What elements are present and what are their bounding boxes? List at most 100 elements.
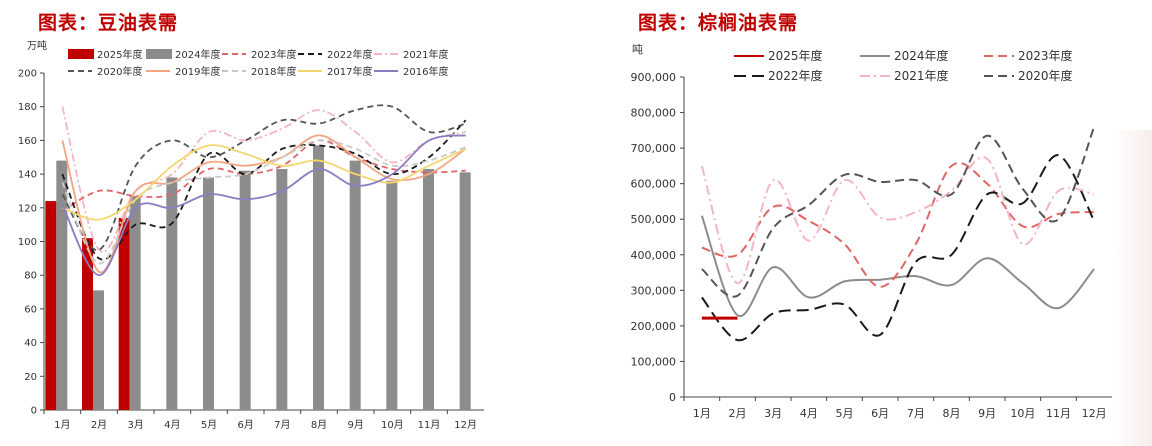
legend-label: 2020年度 [1018, 68, 1073, 83]
x-tick-label: 2月 [91, 419, 107, 431]
series-line-2023年度 [701, 162, 1095, 288]
x-tick-label: 1月 [54, 419, 70, 431]
legend-label: 2025年度 [97, 48, 142, 61]
legend-label: 2017年度 [327, 65, 372, 78]
bar-2024年度 [239, 170, 251, 410]
x-tick-label: 2月 [729, 407, 747, 420]
x-tick-label: 3月 [764, 407, 782, 420]
legend-label: 2023年度 [1018, 48, 1073, 63]
x-tick-label: 1月 [693, 407, 711, 420]
x-tick-label: 3月 [127, 419, 143, 431]
series-line-2021年度 [700, 156, 1095, 285]
bar-2024年度 [386, 180, 398, 410]
x-tick-label: 5月 [201, 419, 217, 431]
bar-2024年度 [166, 177, 178, 410]
soybean-oil-chart: 万吨 0 20 40 60 80 100 120 140 160 180 200 1月 2月 3月 4月 5月 6… [18, 39, 484, 431]
legend-label: 2018年度 [251, 65, 296, 78]
x-tick-label: 4月 [800, 407, 818, 420]
bar-2024年度 [276, 169, 288, 410]
series-line-2024年度 [700, 215, 1095, 318]
x-tick-label: 6月 [871, 407, 889, 420]
legend-swatch [68, 49, 94, 59]
y-tick-label: 20 [24, 372, 37, 383]
x-tick-label: 7月 [907, 407, 925, 420]
y-tick-label: 100,000 [631, 355, 677, 368]
y-tick-label: 140 [18, 170, 37, 181]
legend-label: 2021年度 [894, 68, 949, 83]
y-tick-label: 800,000 [631, 107, 677, 120]
series-line-2021年度 [61, 106, 466, 253]
x-tick-label: 12月 [1082, 407, 1107, 420]
series-line-2019年度 [61, 134, 467, 274]
legend-label: 2025年度 [768, 48, 823, 63]
x-tick-label: 9月 [347, 419, 363, 431]
x-tick-label: 8月 [311, 419, 327, 431]
bar-2024年度 [93, 290, 104, 410]
y-tick-label: 60 [24, 304, 37, 315]
bar-2024年度 [313, 145, 324, 410]
series-line-2016年度 [61, 134, 466, 277]
x-tick-label: 7月 [274, 419, 290, 431]
series-line-2022年度 [61, 119, 467, 261]
series-line-2023年度 [61, 139, 466, 212]
y-tick-label: 160 [18, 136, 37, 147]
palm-oil-chart-panel: 图表：棕榈油表需 吨 0 100,000 200,000 300,000 400,000 5… [576, 0, 1152, 446]
x-tick-label: 11月 [1046, 407, 1071, 420]
legend-label: 2022年度 [768, 68, 823, 83]
legend-label: 2020年度 [97, 65, 142, 78]
series-line-2020年度 [61, 104, 466, 251]
palm-oil-chart: 吨 0 100,000 200,000 300,000 400,000 500,000 600… [631, 43, 1112, 420]
soybean-oil-chart-panel: 图表：豆油表需 万吨 0 20 40 60 80 100 120 140 160 180 200 1月 2… [18, 12, 484, 431]
y-tick-label: 500,000 [631, 213, 677, 226]
series-line-2017年度 [62, 144, 467, 221]
background-decoration [1112, 130, 1152, 446]
bar-2025年度 [118, 217, 130, 410]
x-tick-label: 12月 [454, 419, 477, 431]
bar-2024年度 [56, 160, 68, 410]
legend-label: 2019年度 [175, 65, 220, 78]
series-line-2018年度 [61, 139, 467, 265]
x-tick-label: 6月 [237, 419, 253, 431]
y-tick-label: 300,000 [631, 284, 677, 297]
y-tick-label: 120 [18, 203, 37, 214]
bar-2024年度 [349, 160, 361, 410]
legend-label: 2016年度 [403, 65, 448, 78]
bar-2025年度 [45, 201, 57, 410]
y-tick-label: 0 [31, 406, 37, 417]
legend-label: 2022年度 [327, 48, 372, 61]
x-tick-label: 11月 [418, 419, 441, 431]
y-tick-label: 600,000 [631, 178, 677, 191]
chart-title: 图表：棕榈油表需 [638, 12, 799, 34]
bar-2024年度 [129, 196, 141, 410]
y-tick-label: 200,000 [631, 320, 677, 333]
chart-title: 图表：豆油表需 [38, 12, 179, 34]
legend-label: 2024年度 [175, 48, 220, 61]
legend-swatch [146, 49, 172, 59]
y-tick-label: 200 [18, 69, 37, 80]
y-tick-label: 40 [24, 338, 37, 349]
x-tick-label: 4月 [164, 419, 180, 431]
series-line-2020年度 [701, 126, 1096, 298]
y-tick-label: 400,000 [631, 249, 677, 262]
x-tick-label: 10月 [381, 419, 404, 431]
legend-label: 2023年度 [251, 48, 296, 61]
bar-2025年度 [82, 238, 93, 410]
y-axis-label: 万吨 [27, 39, 47, 52]
y-tick-label: 900,000 [631, 71, 677, 84]
x-tick-label: 9月 [978, 407, 996, 420]
y-axis-label: 吨 [632, 43, 643, 56]
series-line-2022年度 [701, 154, 1096, 342]
legend-label: 2021年度 [403, 48, 448, 61]
y-tick-label: 180 [18, 102, 37, 113]
bar-2024年度 [203, 177, 214, 410]
y-tick-label: 700,000 [631, 142, 677, 155]
legend-label: 2024年度 [894, 48, 949, 63]
x-tick-label: 5月 [836, 407, 854, 420]
y-tick-label: 0 [669, 391, 676, 404]
x-tick-label: 10月 [1010, 407, 1035, 420]
x-tick-label: 8月 [943, 407, 961, 420]
y-tick-label: 80 [24, 271, 37, 282]
bar-2024年度 [423, 169, 434, 410]
bar-2024年度 [459, 172, 471, 410]
y-tick-label: 100 [18, 237, 37, 248]
